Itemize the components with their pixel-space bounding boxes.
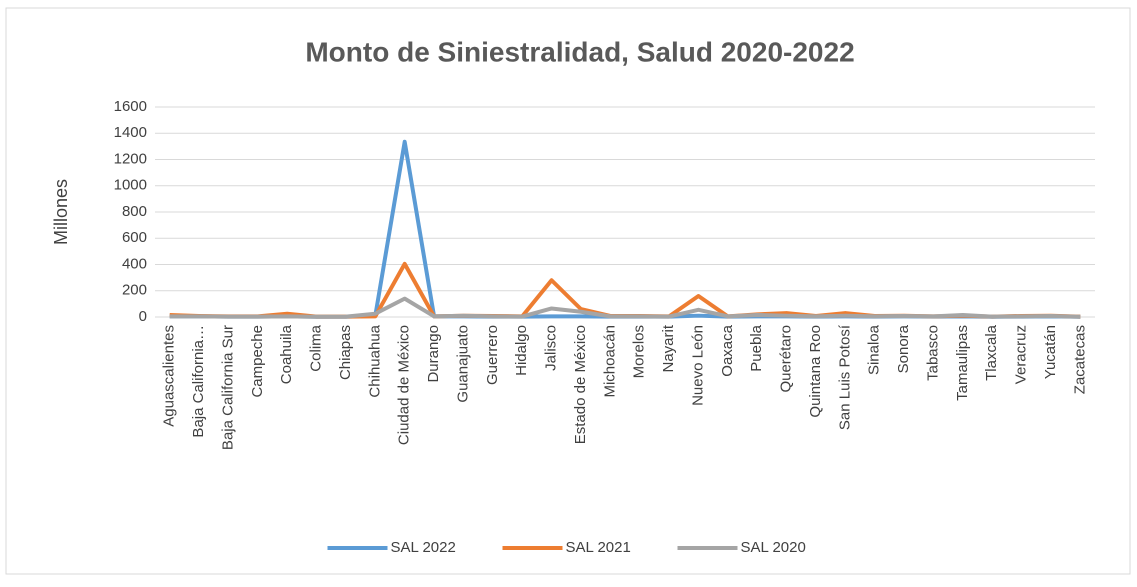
x-tick-label: Tamaulipas [954, 325, 971, 401]
series-line [169, 296, 1081, 319]
x-tick-label: Nayarit [660, 324, 677, 372]
x-tick-label: Oaxaca [719, 324, 736, 376]
x-tick-label: Guanajuato [454, 325, 471, 403]
legend-label: SAL 2022 [391, 539, 456, 556]
y-tick-label: 1600 [114, 98, 147, 115]
y-tick-label: 0 [139, 308, 147, 325]
x-tick-label: Puebla [748, 324, 765, 371]
x-tick-label: Baja California Sur [219, 325, 236, 450]
y-tick-label: 1400 [114, 124, 147, 141]
x-tick-label: Tabasco [924, 325, 941, 381]
x-tick-label: Sinaloa [866, 324, 883, 375]
x-tick-label: Morelos [631, 325, 648, 378]
y-tick-label: 400 [122, 255, 147, 272]
x-tick-label: Yucatán [1042, 325, 1059, 379]
x-tick-label: Campeche [249, 325, 266, 398]
x-tick-label: Zacatecas [1071, 325, 1088, 394]
x-tick-label: Veracruz [1013, 325, 1030, 384]
x-tick-label: Chiapas [337, 325, 354, 380]
x-tick-label: Nuevo León [689, 325, 706, 406]
y-tick-label: 1000 [114, 177, 147, 194]
y-tick-label: 800 [122, 203, 147, 220]
x-tick-label: Colima [308, 324, 325, 371]
x-tick-label: Michoacán [601, 325, 618, 398]
legend-label: SAL 2020 [741, 539, 806, 556]
y-tick-label: 200 [122, 282, 147, 299]
legend-label: SAL 2021 [566, 539, 631, 556]
x-tick-label: Tlaxcala [983, 324, 1000, 381]
x-tick-label: Coahuila [278, 324, 295, 384]
x-tick-label: Aguascalientes [161, 325, 178, 427]
x-tick-label: Durango [425, 325, 442, 383]
y-tick-label: 1200 [114, 150, 147, 167]
y-tick-label: 600 [122, 229, 147, 246]
chart-title: Monto de Siniestralidad, Salud 2020-2022 [305, 36, 854, 67]
x-tick-label: Guerrero [484, 325, 501, 385]
x-tick-label: Jalisco [543, 325, 560, 371]
x-tick-label: Querétaro [778, 325, 795, 393]
x-tick-label: Sonora [895, 324, 912, 373]
x-tick-label: San Luis Potosí [836, 324, 853, 430]
x-tick-label: Quintana Roo [807, 325, 824, 418]
x-tick-label: Chihuahua [366, 324, 383, 397]
x-tick-label: Baja California… [190, 325, 207, 438]
x-tick-label: Estado de México [572, 325, 589, 444]
y-axis-label: Millones [51, 179, 71, 245]
x-tick-label: Ciudad de México [396, 325, 413, 445]
x-tick-label: Hidalgo [513, 325, 530, 376]
